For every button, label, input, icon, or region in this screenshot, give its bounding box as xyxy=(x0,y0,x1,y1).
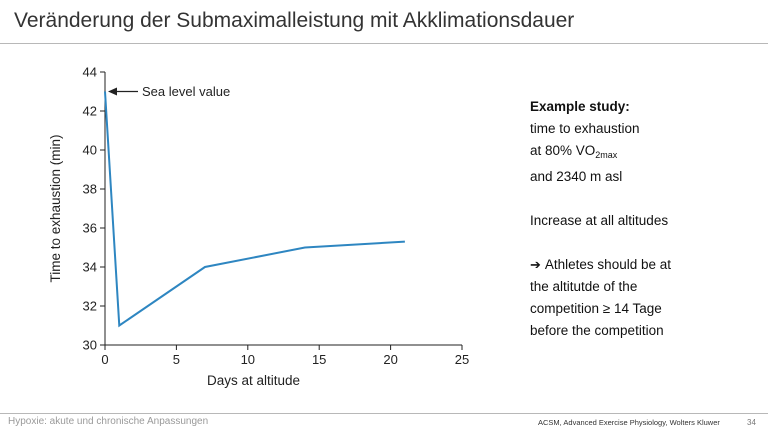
notes-bullet-2: the altitutde of the xyxy=(530,279,638,294)
y-tick-label: 40 xyxy=(83,143,97,158)
annotation-arrow-head xyxy=(108,87,117,96)
footer-citation: ACSM, Advanced Exercise Physiology, Wolt… xyxy=(538,418,720,427)
x-axis-label: Days at altitude xyxy=(207,373,300,388)
y-tick-label: 38 xyxy=(83,182,97,197)
x-tick-label: 15 xyxy=(312,352,326,367)
page-number: 34 xyxy=(747,418,756,427)
notes-line-4: Increase at all altitudes xyxy=(530,213,669,228)
notes-bullet-4: before the competition xyxy=(530,323,664,338)
y-axis-label: Time to exhaustion (min) xyxy=(48,134,63,282)
y-tick-label: 36 xyxy=(83,221,97,236)
series-line xyxy=(104,91,405,328)
x-tick-label: 0 xyxy=(101,352,108,367)
x-tick-label: 25 xyxy=(455,352,469,367)
x-tick-label: 10 xyxy=(241,352,255,367)
notes-line-1: time to exhaustion xyxy=(530,121,640,136)
y-tick-label: 30 xyxy=(83,338,97,353)
example-study-heading: Example study: xyxy=(530,99,630,114)
footer-divider xyxy=(0,413,768,414)
y-tick-label: 44 xyxy=(83,65,97,80)
right-arrow-icon: ➔ xyxy=(530,257,541,272)
footer-topic: Hypoxie: akute und chronische Anpassunge… xyxy=(8,416,209,427)
x-tick-label: 5 xyxy=(173,352,180,367)
notes-line-2-subscript: 2max xyxy=(595,150,618,160)
x-tick-label: 20 xyxy=(383,352,397,367)
notes-line-3: and 2340 m asl xyxy=(530,169,623,184)
notes-bullet-1-text: Athletes should be at xyxy=(544,257,671,272)
notes-line-2-text: at 80% VO xyxy=(530,143,596,158)
example-study-notes: Example study: time to exhaustion at 80%… xyxy=(530,96,760,342)
annotation-label: Sea level value xyxy=(142,84,230,99)
slide-title: Veränderung der Submaximalleistung mit A… xyxy=(14,9,575,32)
title-divider xyxy=(0,43,768,44)
y-tick-label: 42 xyxy=(83,104,97,119)
notes-bullet-3: competition ≥ 14 Tage xyxy=(530,301,662,316)
y-tick-label: 34 xyxy=(83,260,97,275)
y-tick-label: 32 xyxy=(83,299,97,314)
notes-bullet-1: ➔ Athletes should be at xyxy=(530,254,760,276)
line-chart: 30 32 34 36 38 40 42 44 0 5 10 15 20 25 Days at altitu… xyxy=(48,65,469,389)
notes-line-2: at 80% VO2max xyxy=(530,140,760,166)
